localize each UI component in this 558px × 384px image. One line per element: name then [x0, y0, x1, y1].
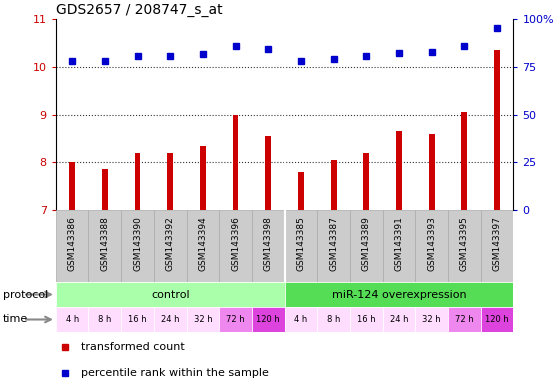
Text: GDS2657 / 208747_s_at: GDS2657 / 208747_s_at: [56, 3, 223, 17]
Text: 8 h: 8 h: [327, 315, 340, 324]
Bar: [480, 210, 513, 282]
Bar: [219, 307, 252, 332]
Text: GSM143392: GSM143392: [166, 216, 175, 270]
Bar: [56, 307, 89, 332]
Bar: [429, 134, 435, 210]
Text: miR-124 overexpression: miR-124 overexpression: [331, 290, 466, 300]
Bar: [186, 210, 219, 282]
Bar: [285, 307, 318, 332]
Bar: [154, 307, 186, 332]
Bar: [252, 210, 285, 282]
Text: GSM143390: GSM143390: [133, 216, 142, 271]
Bar: [89, 307, 121, 332]
Text: 72 h: 72 h: [226, 315, 245, 324]
Text: GSM143393: GSM143393: [427, 216, 436, 271]
Text: time: time: [3, 314, 28, 324]
Text: 32 h: 32 h: [422, 315, 441, 324]
Bar: [154, 210, 186, 282]
Bar: [396, 131, 402, 210]
Text: GSM143396: GSM143396: [231, 216, 240, 271]
Text: 24 h: 24 h: [389, 315, 408, 324]
Text: GSM143397: GSM143397: [493, 216, 502, 271]
Bar: [318, 307, 350, 332]
Text: 120 h: 120 h: [256, 315, 280, 324]
Bar: [121, 307, 154, 332]
Text: 16 h: 16 h: [357, 315, 376, 324]
Text: 120 h: 120 h: [485, 315, 509, 324]
Bar: [200, 146, 206, 210]
Text: 16 h: 16 h: [128, 315, 147, 324]
Bar: [298, 172, 304, 210]
Bar: [415, 210, 448, 282]
Bar: [89, 210, 121, 282]
Bar: [252, 307, 285, 332]
Text: GSM143395: GSM143395: [460, 216, 469, 271]
Bar: [285, 210, 318, 282]
Text: percentile rank within the sample: percentile rank within the sample: [81, 367, 269, 377]
Bar: [186, 307, 219, 332]
Bar: [56, 282, 285, 307]
Bar: [383, 307, 415, 332]
Bar: [415, 307, 448, 332]
Text: protocol: protocol: [3, 290, 48, 300]
Text: 32 h: 32 h: [194, 315, 212, 324]
Bar: [480, 307, 513, 332]
Text: GSM143394: GSM143394: [199, 216, 208, 270]
Text: GSM143385: GSM143385: [296, 216, 305, 271]
Text: 8 h: 8 h: [98, 315, 112, 324]
Text: 24 h: 24 h: [161, 315, 180, 324]
Text: GSM143398: GSM143398: [264, 216, 273, 271]
Text: GSM143391: GSM143391: [395, 216, 403, 271]
Text: transformed count: transformed count: [81, 341, 185, 352]
Bar: [265, 136, 271, 210]
Text: GSM143386: GSM143386: [68, 216, 76, 271]
Bar: [219, 210, 252, 282]
Bar: [233, 114, 238, 210]
Bar: [363, 153, 369, 210]
Bar: [121, 210, 154, 282]
Bar: [461, 112, 467, 210]
Bar: [448, 307, 480, 332]
Text: control: control: [151, 290, 190, 300]
Text: 72 h: 72 h: [455, 315, 474, 324]
Bar: [56, 210, 89, 282]
Bar: [448, 210, 480, 282]
Text: GSM143387: GSM143387: [329, 216, 338, 271]
Bar: [167, 153, 173, 210]
Text: GSM143389: GSM143389: [362, 216, 371, 271]
Text: 4 h: 4 h: [65, 315, 79, 324]
Bar: [350, 210, 383, 282]
Text: GSM143388: GSM143388: [100, 216, 109, 271]
Bar: [383, 210, 415, 282]
Bar: [102, 169, 108, 210]
Bar: [331, 160, 336, 210]
Bar: [350, 307, 383, 332]
Bar: [494, 50, 500, 210]
Bar: [318, 210, 350, 282]
Bar: [134, 153, 141, 210]
Text: 4 h: 4 h: [294, 315, 307, 324]
Bar: [285, 282, 513, 307]
Bar: [69, 162, 75, 210]
